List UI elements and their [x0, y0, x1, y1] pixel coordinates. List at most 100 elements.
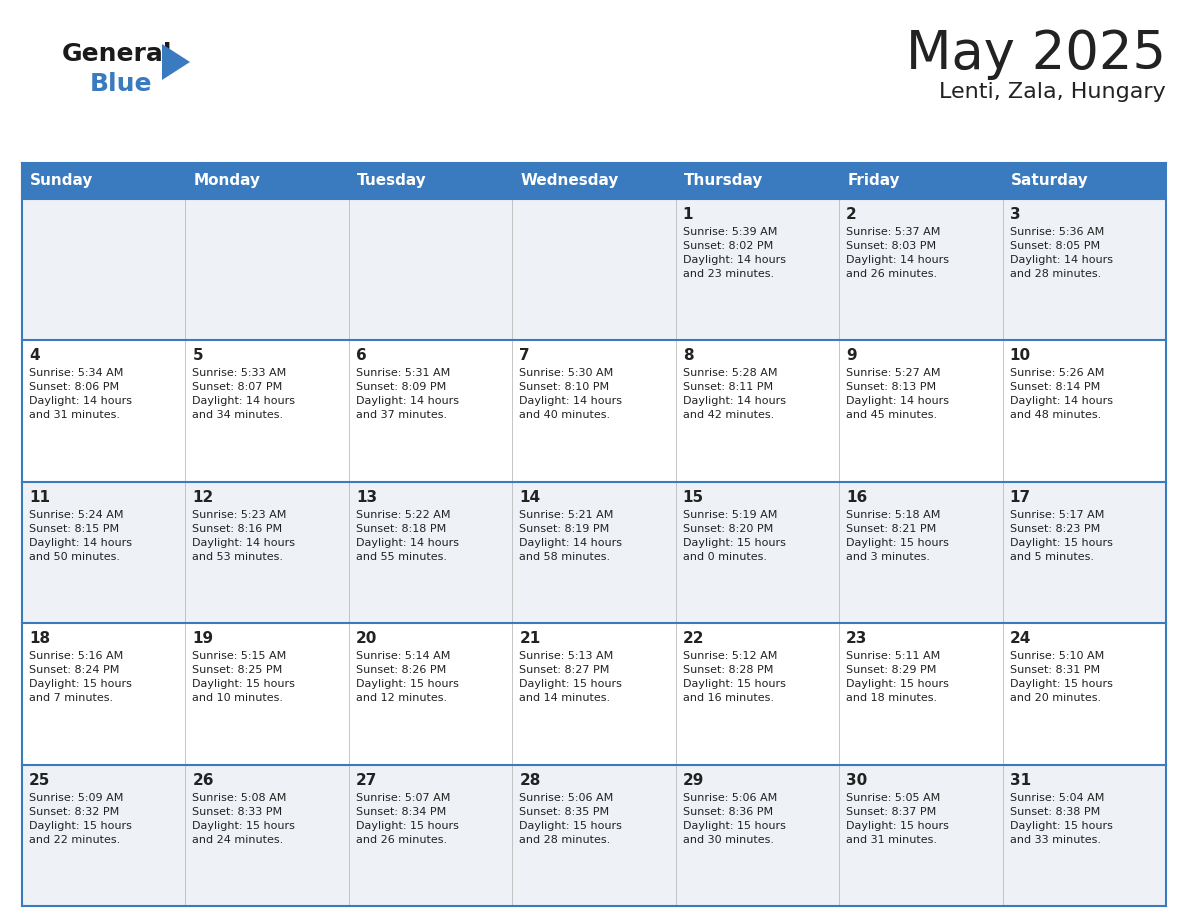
Text: and 16 minutes.: and 16 minutes. [683, 693, 773, 703]
Text: Daylight: 15 hours: Daylight: 15 hours [1010, 679, 1112, 689]
Text: and 23 minutes.: and 23 minutes. [683, 269, 773, 279]
Text: Sunrise: 5:33 AM: Sunrise: 5:33 AM [192, 368, 286, 378]
Text: Daylight: 15 hours: Daylight: 15 hours [1010, 538, 1112, 548]
Text: and 33 minutes.: and 33 minutes. [1010, 834, 1100, 845]
Text: Sunset: 8:16 PM: Sunset: 8:16 PM [192, 524, 283, 533]
Text: Daylight: 14 hours: Daylight: 14 hours [29, 397, 132, 407]
Text: Sunrise: 5:27 AM: Sunrise: 5:27 AM [846, 368, 941, 378]
Text: and 42 minutes.: and 42 minutes. [683, 410, 773, 420]
Text: Sunrise: 5:16 AM: Sunrise: 5:16 AM [29, 651, 124, 661]
Text: 15: 15 [683, 490, 703, 505]
Text: Sunrise: 5:12 AM: Sunrise: 5:12 AM [683, 651, 777, 661]
Text: 11: 11 [29, 490, 50, 505]
Text: Sunset: 8:25 PM: Sunset: 8:25 PM [192, 666, 283, 676]
Text: Sunset: 8:27 PM: Sunset: 8:27 PM [519, 666, 609, 676]
Text: and 28 minutes.: and 28 minutes. [519, 834, 611, 845]
Text: and 24 minutes.: and 24 minutes. [192, 834, 284, 845]
Text: 27: 27 [356, 773, 378, 788]
Text: 29: 29 [683, 773, 704, 788]
Text: 17: 17 [1010, 490, 1031, 505]
Text: and 58 minutes.: and 58 minutes. [519, 552, 611, 562]
Text: Friday: Friday [847, 174, 899, 188]
Text: 26: 26 [192, 773, 214, 788]
Text: and 26 minutes.: and 26 minutes. [846, 269, 937, 279]
Text: and 48 minutes.: and 48 minutes. [1010, 410, 1101, 420]
Text: 18: 18 [29, 632, 50, 646]
Text: 10: 10 [1010, 349, 1031, 364]
Text: and 31 minutes.: and 31 minutes. [29, 410, 120, 420]
Text: 13: 13 [356, 490, 377, 505]
Text: Sunset: 8:02 PM: Sunset: 8:02 PM [683, 241, 773, 251]
Text: 25: 25 [29, 773, 50, 788]
Text: and 22 minutes.: and 22 minutes. [29, 834, 120, 845]
Text: 6: 6 [356, 349, 367, 364]
Text: Sunset: 8:31 PM: Sunset: 8:31 PM [1010, 666, 1100, 676]
Text: 9: 9 [846, 349, 857, 364]
Text: Daylight: 14 hours: Daylight: 14 hours [846, 397, 949, 407]
Text: Sunset: 8:20 PM: Sunset: 8:20 PM [683, 524, 773, 533]
Text: Sunrise: 5:04 AM: Sunrise: 5:04 AM [1010, 792, 1104, 802]
Text: Sunrise: 5:30 AM: Sunrise: 5:30 AM [519, 368, 613, 378]
Text: 23: 23 [846, 632, 867, 646]
Bar [23, 482, 1165, 623]
Text: Sunset: 8:06 PM: Sunset: 8:06 PM [29, 383, 119, 392]
Text: Sunrise: 5:39 AM: Sunrise: 5:39 AM [683, 227, 777, 237]
Text: and 3 minutes.: and 3 minutes. [846, 552, 930, 562]
Text: Sunset: 8:37 PM: Sunset: 8:37 PM [846, 807, 936, 817]
Text: and 5 minutes.: and 5 minutes. [1010, 552, 1094, 562]
Text: Sunrise: 5:19 AM: Sunrise: 5:19 AM [683, 509, 777, 520]
Text: and 31 minutes.: and 31 minutes. [846, 834, 937, 845]
Text: Sunset: 8:36 PM: Sunset: 8:36 PM [683, 807, 773, 817]
Text: Sunrise: 5:28 AM: Sunrise: 5:28 AM [683, 368, 777, 378]
Text: Daylight: 14 hours: Daylight: 14 hours [1010, 255, 1113, 265]
Text: Daylight: 15 hours: Daylight: 15 hours [519, 821, 623, 831]
Text: Sunrise: 5:24 AM: Sunrise: 5:24 AM [29, 509, 124, 520]
Text: Wednesday: Wednesday [520, 174, 619, 188]
Text: General: General [62, 42, 172, 66]
Polygon shape [162, 44, 190, 80]
Text: and 12 minutes.: and 12 minutes. [356, 693, 447, 703]
Text: Sunrise: 5:06 AM: Sunrise: 5:06 AM [519, 792, 613, 802]
Text: Daylight: 15 hours: Daylight: 15 hours [683, 821, 785, 831]
Text: 8: 8 [683, 349, 694, 364]
Text: Sunset: 8:26 PM: Sunset: 8:26 PM [356, 666, 447, 676]
Text: 19: 19 [192, 632, 214, 646]
Text: Sunset: 8:35 PM: Sunset: 8:35 PM [519, 807, 609, 817]
Text: Sunset: 8:23 PM: Sunset: 8:23 PM [1010, 524, 1100, 533]
Text: Sunset: 8:18 PM: Sunset: 8:18 PM [356, 524, 447, 533]
Text: Sunset: 8:29 PM: Sunset: 8:29 PM [846, 666, 936, 676]
Text: Sunrise: 5:08 AM: Sunrise: 5:08 AM [192, 792, 286, 802]
Text: Lenti, Zala, Hungary: Lenti, Zala, Hungary [940, 82, 1165, 102]
Text: Sunset: 8:21 PM: Sunset: 8:21 PM [846, 524, 936, 533]
Text: Sunrise: 5:18 AM: Sunrise: 5:18 AM [846, 509, 941, 520]
Text: Tuesday: Tuesday [356, 174, 426, 188]
Text: Daylight: 15 hours: Daylight: 15 hours [29, 679, 132, 689]
Text: Daylight: 14 hours: Daylight: 14 hours [846, 255, 949, 265]
Text: Daylight: 14 hours: Daylight: 14 hours [356, 397, 459, 407]
Text: and 34 minutes.: and 34 minutes. [192, 410, 284, 420]
Text: Sunset: 8:05 PM: Sunset: 8:05 PM [1010, 241, 1100, 251]
Text: Sunrise: 5:15 AM: Sunrise: 5:15 AM [192, 651, 286, 661]
Text: Daylight: 15 hours: Daylight: 15 hours [683, 679, 785, 689]
Text: and 26 minutes.: and 26 minutes. [356, 834, 447, 845]
Text: 14: 14 [519, 490, 541, 505]
Text: Sunset: 8:19 PM: Sunset: 8:19 PM [519, 524, 609, 533]
Text: Daylight: 15 hours: Daylight: 15 hours [1010, 821, 1112, 831]
Text: Sunrise: 5:09 AM: Sunrise: 5:09 AM [29, 792, 124, 802]
Text: and 18 minutes.: and 18 minutes. [846, 693, 937, 703]
Text: Sunset: 8:03 PM: Sunset: 8:03 PM [846, 241, 936, 251]
Text: Sunset: 8:09 PM: Sunset: 8:09 PM [356, 383, 447, 392]
Text: Sunrise: 5:17 AM: Sunrise: 5:17 AM [1010, 509, 1104, 520]
Text: and 37 minutes.: and 37 minutes. [356, 410, 447, 420]
Text: Sunrise: 5:11 AM: Sunrise: 5:11 AM [846, 651, 941, 661]
Text: Sunrise: 5:22 AM: Sunrise: 5:22 AM [356, 509, 450, 520]
Text: Daylight: 15 hours: Daylight: 15 hours [846, 538, 949, 548]
Text: Sunset: 8:32 PM: Sunset: 8:32 PM [29, 807, 119, 817]
Text: Sunset: 8:11 PM: Sunset: 8:11 PM [683, 383, 773, 392]
Text: 1: 1 [683, 207, 694, 222]
Text: and 20 minutes.: and 20 minutes. [1010, 693, 1101, 703]
Text: 21: 21 [519, 632, 541, 646]
Text: and 0 minutes.: and 0 minutes. [683, 552, 766, 562]
Text: Sunrise: 5:05 AM: Sunrise: 5:05 AM [846, 792, 941, 802]
Text: Daylight: 15 hours: Daylight: 15 hours [192, 821, 296, 831]
